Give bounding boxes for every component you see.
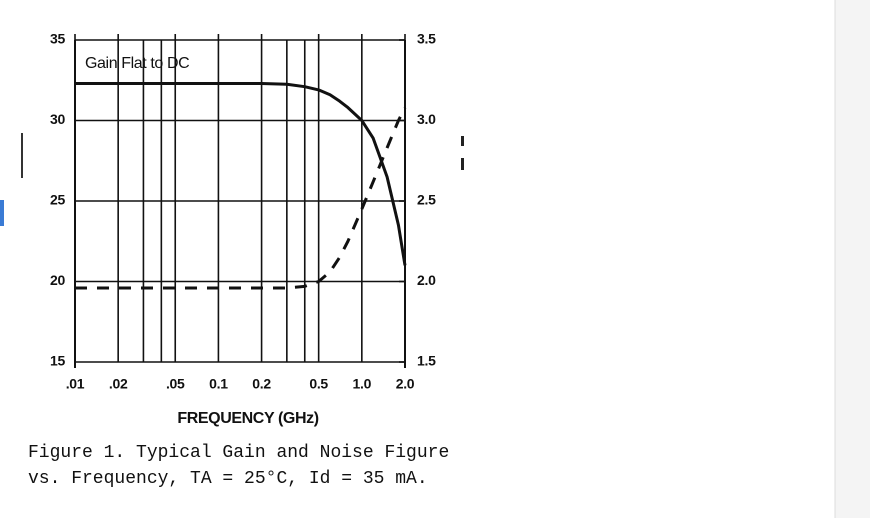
y-tick-label: 20 (50, 272, 65, 288)
y2-tick-label: 1.5 (417, 353, 436, 369)
side-marker (0, 200, 4, 226)
y2-tick-label: 3.0 (417, 111, 436, 127)
y-tick-label: 30 (50, 111, 65, 127)
x-tick-label: 2.0 (396, 376, 415, 392)
y-tick-label: 15 (50, 353, 65, 369)
caption: Figure 1. Typical Gain and Noise Figure (28, 443, 449, 463)
x-tick-label: 0.1 (209, 376, 228, 392)
annotation: Gain Flat to DC (85, 55, 189, 72)
x-tick-label: .05 (166, 376, 185, 392)
x-tick-label: .01 (66, 376, 85, 392)
caption: vs. Frequency, TA = 25°C, Id = 35 mA. (28, 469, 428, 489)
gain-line (75, 81, 407, 266)
glyph (461, 136, 464, 146)
y-tick-label: 25 (50, 192, 65, 208)
x-tick-label: 1.0 (353, 376, 372, 392)
x-tick-label: 0.5 (309, 376, 328, 392)
noise-line (75, 106, 407, 290)
x-tick-label: .02 (109, 376, 128, 392)
y2-tick-label: 2.0 (417, 272, 436, 288)
y-tick-label: 35 (50, 31, 65, 47)
x-tick-label: 0.2 (252, 376, 271, 392)
x-axis-label: FREQUENCY (GHz) (177, 410, 318, 427)
glyph (461, 158, 464, 170)
y2-tick-label: 2.5 (417, 192, 436, 208)
y2-tick-label: 3.5 (417, 31, 436, 47)
side-panel (835, 0, 870, 518)
